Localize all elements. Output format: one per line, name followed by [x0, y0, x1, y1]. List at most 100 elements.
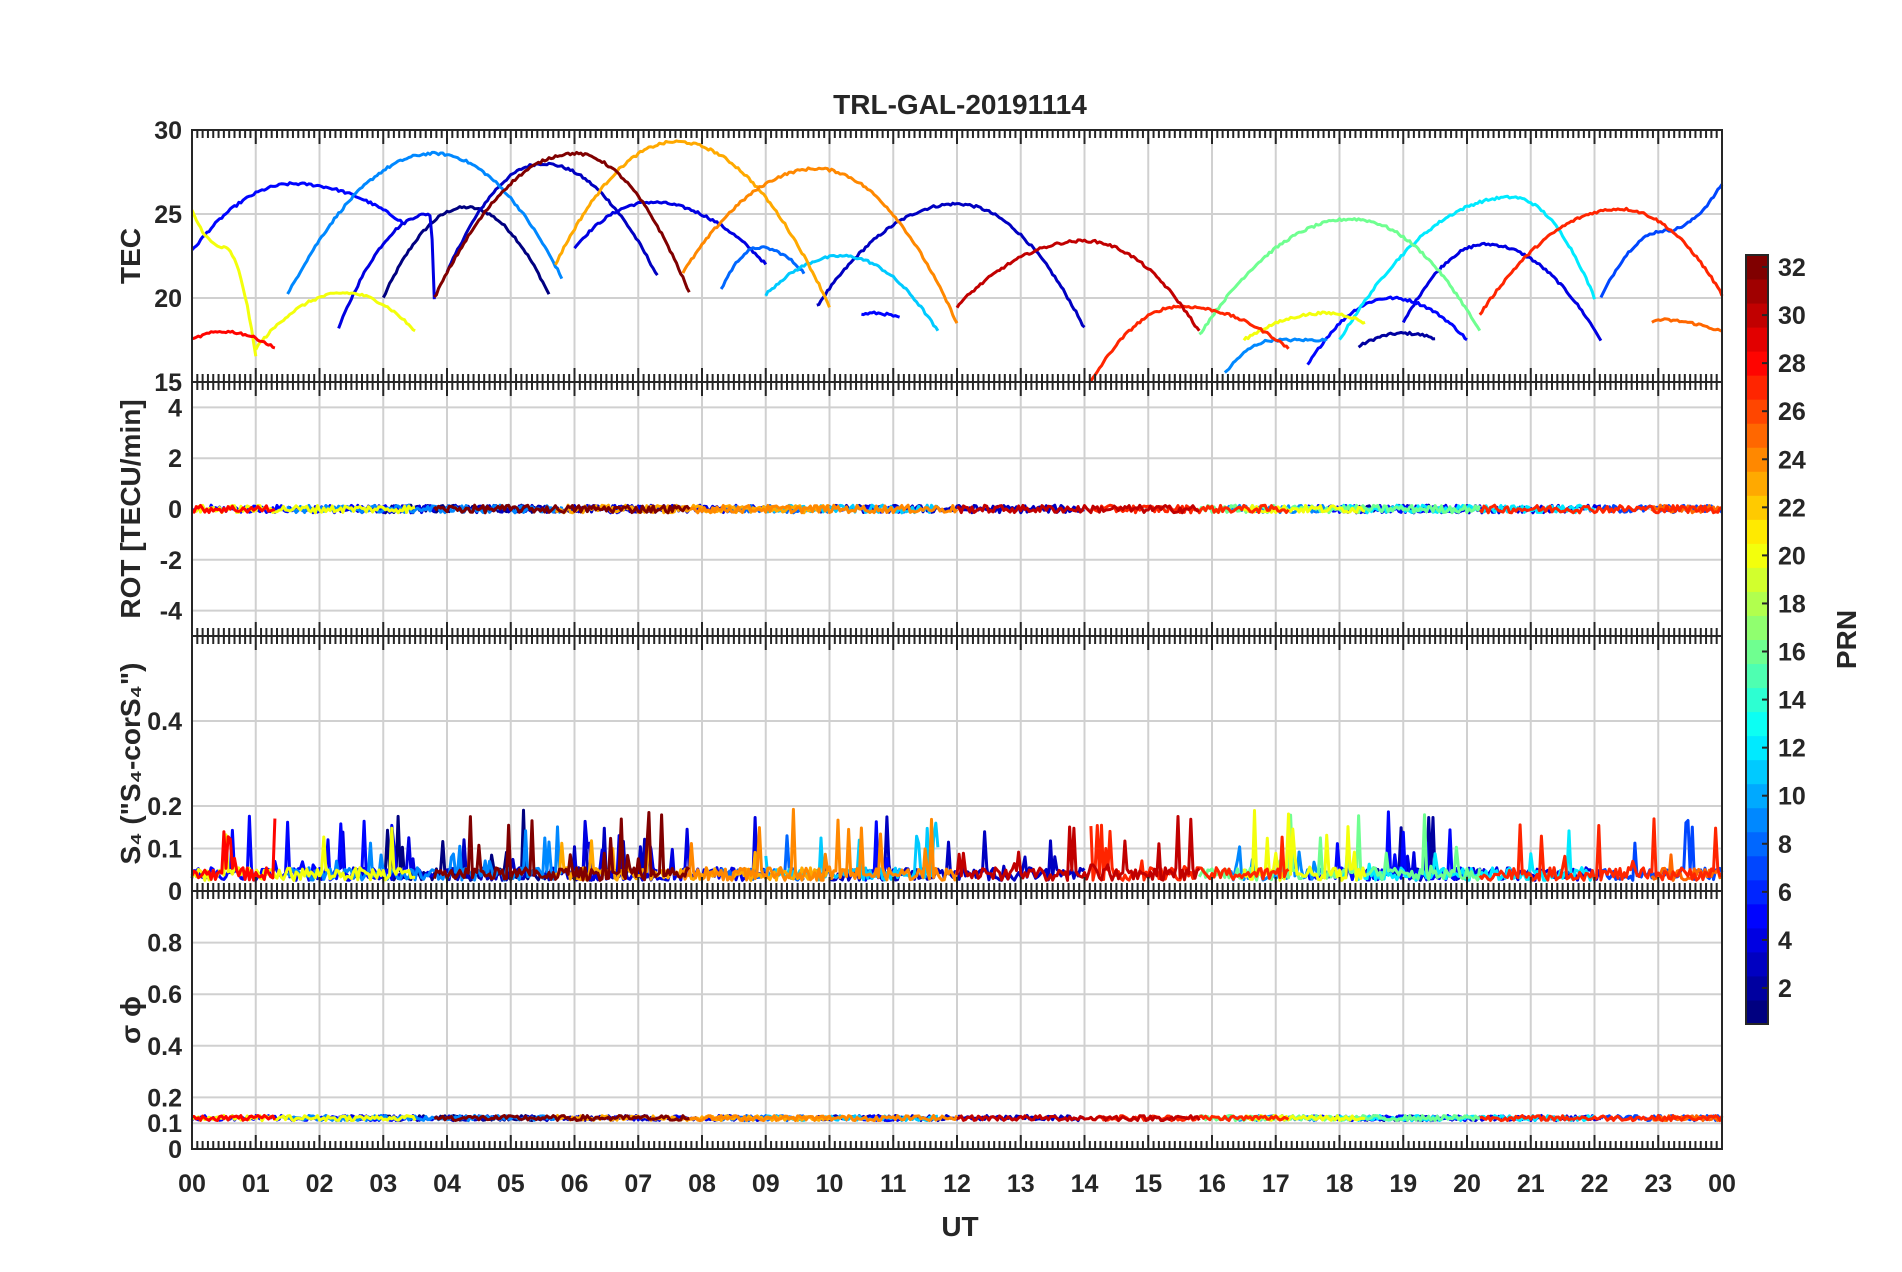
prn-24-S4-line [681, 807, 959, 882]
prn-25-TEC-line [1651, 317, 1723, 333]
colorbar-segment [1746, 999, 1768, 1025]
prn-32-TEC-line [433, 150, 691, 298]
colorbar-segment [1746, 591, 1768, 616]
prn-32-ROT-line [433, 503, 691, 515]
prn-5-TEC-line [190, 181, 404, 251]
x-tick-label: 04 [433, 1170, 461, 1198]
prn-3-TEC-line [445, 161, 659, 277]
prn-20-TEC-line [190, 209, 258, 357]
x-tick-label: 00 [1708, 1170, 1736, 1198]
prn-28-TEC-line [191, 329, 276, 350]
tick-marks-TEC [191, 130, 1723, 382]
panel-S4: 0 0.1 0.2 0.4S₄ ("S₄-corS₄") [115, 635, 1724, 906]
y-tick-label: -2 [160, 547, 182, 575]
prn-28-ROT-line [190, 503, 276, 514]
colorbar-tick-label: 16 [1778, 639, 1806, 667]
colorbar-segment [1746, 975, 1768, 1001]
x-tick-label: 10 [816, 1170, 844, 1198]
prn-24-TEC-line [681, 166, 959, 324]
colorbar-segment [1746, 831, 1768, 857]
colorbar-segment [1746, 783, 1768, 809]
x-axis-label: UT [941, 1211, 978, 1242]
colorbar-tick-label: 30 [1778, 302, 1806, 330]
x-tick-label: 02 [306, 1170, 334, 1198]
colorbar-segment [1746, 615, 1768, 640]
x-tick-label: 05 [497, 1170, 525, 1198]
prn-23-TEC-line [554, 139, 831, 308]
colorbar-segment [1746, 543, 1768, 568]
prn-5-TEC-line [861, 310, 901, 319]
prn-28-S4-line [190, 818, 277, 882]
colorbar-tick-label: 22 [1778, 494, 1806, 522]
prn-24-sigma_phi-line [682, 1114, 959, 1123]
prn-24-ROT-line [681, 503, 959, 515]
prn-3-TEC-line [816, 201, 1086, 329]
y-tick-label: -4 [160, 598, 182, 626]
colorbar-tick-label: 32 [1778, 254, 1806, 282]
colorbar-segment [1746, 495, 1768, 520]
x-tick-label: 17 [1262, 1170, 1290, 1198]
x-tick-label: 03 [369, 1170, 397, 1198]
prn-1-TEC-line [381, 205, 551, 299]
y-tick-label: 20 [154, 285, 182, 313]
colorbar-segment [1746, 375, 1768, 400]
prn-20-sigma_phi-line [254, 1114, 417, 1123]
prn-4-TEC-line [573, 200, 768, 266]
y-axis-label-S4: S₄ ("S₄-corS₄") [115, 663, 146, 865]
colorbar-tick-label: 18 [1778, 590, 1806, 618]
x-tick-label: 11 [880, 1170, 907, 1198]
colorbar-segment [1746, 471, 1768, 496]
y-axis-label-sigma_phi: σ ϕ [115, 996, 146, 1044]
series-group-TEC [190, 139, 1724, 382]
prn-30-sigma_phi-line [956, 1114, 1201, 1122]
prn-27-TEC-line [1478, 206, 1724, 316]
x-tick-label: 14 [1071, 1170, 1099, 1198]
colorbar-segment [1746, 327, 1768, 352]
x-tick-label: 09 [752, 1170, 780, 1198]
x-tick-label: 07 [624, 1170, 652, 1198]
prn-5-TEC-line [1306, 295, 1468, 366]
prn-16-TEC-line [1198, 217, 1482, 336]
colorbar-tick-label: 28 [1778, 350, 1806, 378]
colorbar-segment [1746, 351, 1768, 376]
prn-8-TEC-line [719, 245, 806, 290]
colorbar-tick-label: 6 [1778, 879, 1792, 907]
y-tick-label: 25 [154, 201, 182, 229]
colorbar-segment [1746, 687, 1768, 713]
prn-4-TEC-line [337, 212, 436, 329]
y-axis-label-ROT: ROT [TECU/min] [115, 399, 146, 618]
x-tick-label: 08 [688, 1170, 716, 1198]
colorbar-tick-label: 4 [1778, 927, 1792, 955]
colorbar-tick-label: 26 [1778, 398, 1806, 426]
panel-sigma_phi: 00.10.2 0.4 0.6 0.8 σ ϕ [115, 890, 1724, 1164]
prn-9-TEC-line [286, 150, 564, 295]
x-tick-label: 22 [1581, 1170, 1609, 1198]
x-tick-label: 13 [1007, 1170, 1035, 1198]
y-tick-label: 30 [154, 117, 182, 145]
tick-marks-S4 [191, 636, 1723, 891]
y-tick-label: 2 [168, 445, 182, 473]
prn-32-S4-line [432, 811, 691, 882]
colorbar-segment [1746, 447, 1768, 472]
colorbar-tick-label: 8 [1778, 831, 1792, 859]
y-tick-label: 0.4 [147, 708, 182, 736]
prn-32-sigma_phi-line [433, 1114, 690, 1122]
x-tick-label: 23 [1644, 1170, 1672, 1198]
tick-marks-sigma_phi [191, 891, 1723, 1149]
colorbar-segment [1746, 903, 1768, 929]
prn-23-S4-line [554, 821, 830, 882]
prn-20-ROT-line [1242, 503, 1366, 514]
prn-2-TEC-line [1357, 330, 1436, 349]
x-tick-label: 18 [1326, 1170, 1354, 1198]
colorbar-segment [1746, 711, 1768, 737]
prn-27-ROT-line [1478, 503, 1723, 515]
panel-ROT: -4 -2 0 2 4 ROT [TECU/min] [115, 381, 1724, 637]
y-tick-label: 0 [168, 878, 182, 906]
colorbar-segment [1746, 735, 1768, 761]
colorbar-segment [1746, 663, 1768, 689]
x-tick-label: 15 [1134, 1170, 1162, 1198]
colorbar-frame [1745, 254, 1769, 1025]
prn-30-TEC-line [955, 238, 1201, 332]
